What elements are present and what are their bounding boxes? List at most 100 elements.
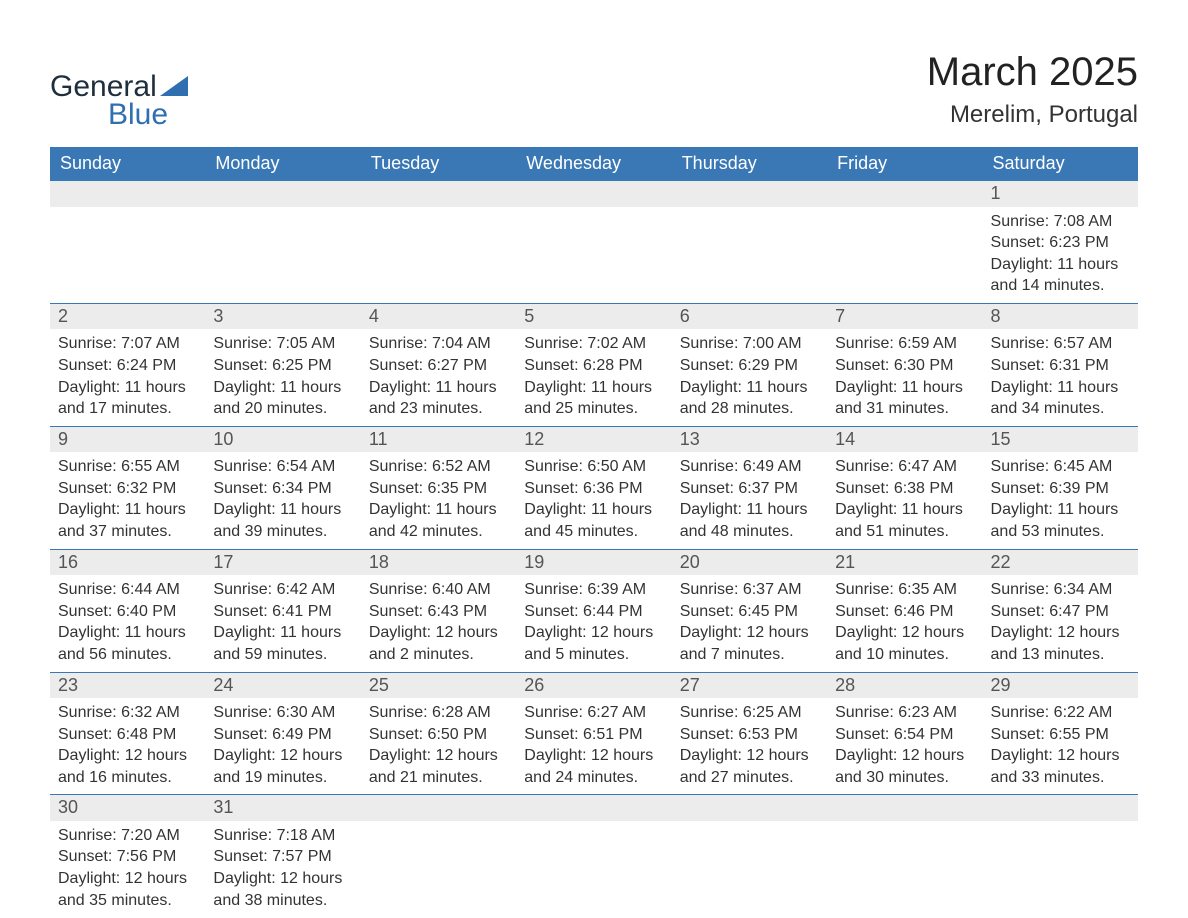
day-detail-cell: Sunrise: 6:55 AMSunset: 6:32 PMDaylight:… bbox=[50, 452, 205, 549]
detail-row: Sunrise: 6:55 AMSunset: 6:32 PMDaylight:… bbox=[50, 452, 1138, 549]
day-detail-cell: Sunrise: 6:39 AMSunset: 6:44 PMDaylight:… bbox=[516, 575, 671, 672]
sunset-line: Sunset: 6:41 PM bbox=[213, 601, 352, 623]
day-number-cell: 21 bbox=[827, 549, 982, 575]
day-number-cell: 14 bbox=[827, 426, 982, 452]
daynum-row: 9101112131415 bbox=[50, 426, 1138, 452]
day-number-cell: 5 bbox=[516, 303, 671, 329]
day-detail-cell: Sunrise: 7:00 AMSunset: 6:29 PMDaylight:… bbox=[672, 329, 827, 426]
day-detail-cell bbox=[361, 207, 516, 304]
day-detail-cell: Sunrise: 6:59 AMSunset: 6:30 PMDaylight:… bbox=[827, 329, 982, 426]
day-number-cell bbox=[983, 795, 1138, 821]
daylight-line: Daylight: 12 hours and 19 minutes. bbox=[213, 745, 352, 788]
day-detail-cell: Sunrise: 6:28 AMSunset: 6:50 PMDaylight:… bbox=[361, 698, 516, 795]
header: General Blue March 2025 Merelim, Portuga… bbox=[50, 50, 1138, 132]
day-detail-cell: Sunrise: 6:23 AMSunset: 6:54 PMDaylight:… bbox=[827, 698, 982, 795]
sunset-line: Sunset: 6:44 PM bbox=[524, 601, 663, 623]
sunset-line: Sunset: 6:31 PM bbox=[991, 355, 1130, 377]
day-detail-cell: Sunrise: 7:02 AMSunset: 6:28 PMDaylight:… bbox=[516, 329, 671, 426]
sunrise-line: Sunrise: 6:34 AM bbox=[991, 579, 1130, 601]
daylight-line: Daylight: 11 hours and 48 minutes. bbox=[680, 499, 819, 542]
sunrise-line: Sunrise: 6:23 AM bbox=[835, 702, 974, 724]
day-detail-cell: Sunrise: 6:37 AMSunset: 6:45 PMDaylight:… bbox=[672, 575, 827, 672]
sunrise-line: Sunrise: 6:37 AM bbox=[680, 579, 819, 601]
day-detail-cell: Sunrise: 6:32 AMSunset: 6:48 PMDaylight:… bbox=[50, 698, 205, 795]
day-number-cell: 27 bbox=[672, 672, 827, 698]
sunrise-line: Sunrise: 7:08 AM bbox=[991, 211, 1130, 233]
weekday-header: Wednesday bbox=[516, 147, 671, 181]
daylight-line: Daylight: 11 hours and 25 minutes. bbox=[524, 377, 663, 420]
sunset-line: Sunset: 6:45 PM bbox=[680, 601, 819, 623]
day-number-cell bbox=[516, 795, 671, 821]
day-number-cell bbox=[361, 181, 516, 207]
daylight-line: Daylight: 11 hours and 20 minutes. bbox=[213, 377, 352, 420]
sunset-line: Sunset: 6:46 PM bbox=[835, 601, 974, 623]
sunset-line: Sunset: 6:28 PM bbox=[524, 355, 663, 377]
day-number-cell: 26 bbox=[516, 672, 671, 698]
day-number-cell: 24 bbox=[205, 672, 360, 698]
day-number-cell: 17 bbox=[205, 549, 360, 575]
sunrise-line: Sunrise: 7:05 AM bbox=[213, 333, 352, 355]
detail-row: Sunrise: 7:20 AMSunset: 7:56 PMDaylight:… bbox=[50, 821, 1138, 917]
day-number-cell: 22 bbox=[983, 549, 1138, 575]
daynum-row: 2345678 bbox=[50, 303, 1138, 329]
sunrise-line: Sunrise: 6:59 AM bbox=[835, 333, 974, 355]
logo: General Blue bbox=[50, 50, 188, 132]
day-detail-cell bbox=[516, 207, 671, 304]
location: Merelim, Portugal bbox=[927, 101, 1138, 129]
logo-word2: Blue bbox=[108, 98, 188, 132]
day-detail-cell bbox=[983, 821, 1138, 917]
month-title: March 2025 bbox=[927, 50, 1138, 95]
daylight-line: Daylight: 12 hours and 2 minutes. bbox=[369, 622, 508, 665]
day-number-cell: 15 bbox=[983, 426, 1138, 452]
day-number-cell: 11 bbox=[361, 426, 516, 452]
daynum-row: 1 bbox=[50, 181, 1138, 207]
sunset-line: Sunset: 6:54 PM bbox=[835, 724, 974, 746]
sunrise-line: Sunrise: 6:50 AM bbox=[524, 456, 663, 478]
sunrise-line: Sunrise: 6:55 AM bbox=[58, 456, 197, 478]
sunrise-line: Sunrise: 6:44 AM bbox=[58, 579, 197, 601]
daylight-line: Daylight: 11 hours and 34 minutes. bbox=[991, 377, 1130, 420]
day-number-cell bbox=[205, 181, 360, 207]
day-detail-cell: Sunrise: 7:18 AMSunset: 7:57 PMDaylight:… bbox=[205, 821, 360, 917]
day-number-cell: 6 bbox=[672, 303, 827, 329]
day-number-cell bbox=[827, 181, 982, 207]
daylight-line: Daylight: 12 hours and 38 minutes. bbox=[213, 868, 352, 911]
daylight-line: Daylight: 11 hours and 23 minutes. bbox=[369, 377, 508, 420]
day-number-cell: 20 bbox=[672, 549, 827, 575]
detail-row: Sunrise: 7:07 AMSunset: 6:24 PMDaylight:… bbox=[50, 329, 1138, 426]
weekday-header: Saturday bbox=[983, 147, 1138, 181]
sunrise-line: Sunrise: 6:49 AM bbox=[680, 456, 819, 478]
sunrise-line: Sunrise: 6:57 AM bbox=[991, 333, 1130, 355]
weekday-header: Sunday bbox=[50, 147, 205, 181]
day-detail-cell: Sunrise: 7:07 AMSunset: 6:24 PMDaylight:… bbox=[50, 329, 205, 426]
sunset-line: Sunset: 6:40 PM bbox=[58, 601, 197, 623]
daylight-line: Daylight: 12 hours and 16 minutes. bbox=[58, 745, 197, 788]
sunrise-line: Sunrise: 6:35 AM bbox=[835, 579, 974, 601]
sunrise-line: Sunrise: 6:40 AM bbox=[369, 579, 508, 601]
sunrise-line: Sunrise: 6:32 AM bbox=[58, 702, 197, 724]
day-detail-cell: Sunrise: 6:35 AMSunset: 6:46 PMDaylight:… bbox=[827, 575, 982, 672]
daylight-line: Daylight: 12 hours and 24 minutes. bbox=[524, 745, 663, 788]
weekday-header: Tuesday bbox=[361, 147, 516, 181]
day-detail-cell: Sunrise: 7:04 AMSunset: 6:27 PMDaylight:… bbox=[361, 329, 516, 426]
daylight-line: Daylight: 11 hours and 53 minutes. bbox=[991, 499, 1130, 542]
daylight-line: Daylight: 11 hours and 17 minutes. bbox=[58, 377, 197, 420]
daylight-line: Daylight: 11 hours and 31 minutes. bbox=[835, 377, 974, 420]
day-detail-cell: Sunrise: 7:08 AMSunset: 6:23 PMDaylight:… bbox=[983, 207, 1138, 304]
sunrise-line: Sunrise: 6:28 AM bbox=[369, 702, 508, 724]
sunrise-line: Sunrise: 6:42 AM bbox=[213, 579, 352, 601]
day-number-cell: 4 bbox=[361, 303, 516, 329]
day-detail-cell bbox=[361, 821, 516, 917]
day-detail-cell bbox=[672, 821, 827, 917]
sunrise-line: Sunrise: 6:27 AM bbox=[524, 702, 663, 724]
daylight-line: Daylight: 12 hours and 7 minutes. bbox=[680, 622, 819, 665]
sunset-line: Sunset: 7:57 PM bbox=[213, 846, 352, 868]
sunrise-line: Sunrise: 6:52 AM bbox=[369, 456, 508, 478]
daynum-row: 23242526272829 bbox=[50, 672, 1138, 698]
daynum-row: 16171819202122 bbox=[50, 549, 1138, 575]
sunrise-line: Sunrise: 6:22 AM bbox=[991, 702, 1130, 724]
day-number-cell: 1 bbox=[983, 181, 1138, 207]
day-detail-cell: Sunrise: 6:54 AMSunset: 6:34 PMDaylight:… bbox=[205, 452, 360, 549]
sunset-line: Sunset: 6:49 PM bbox=[213, 724, 352, 746]
day-detail-cell: Sunrise: 6:45 AMSunset: 6:39 PMDaylight:… bbox=[983, 452, 1138, 549]
